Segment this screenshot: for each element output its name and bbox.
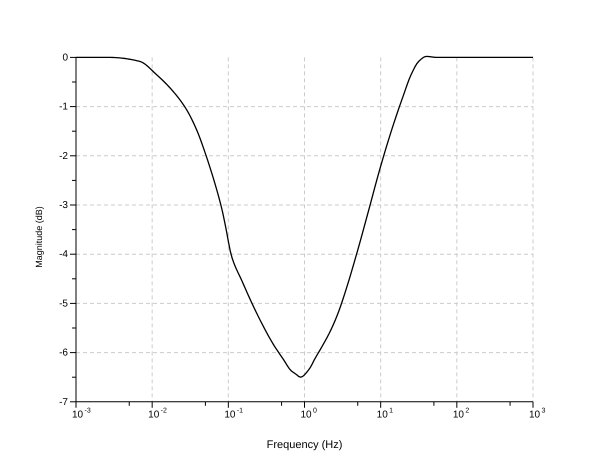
- svg-text:0: 0: [313, 407, 317, 414]
- svg-text:10: 10: [529, 409, 541, 420]
- svg-text:3: 3: [542, 407, 546, 414]
- svg-text:2: 2: [465, 407, 469, 414]
- svg-text:-2: -2: [59, 151, 68, 162]
- svg-text:-5: -5: [59, 298, 68, 309]
- svg-text:Magnitude (dB): Magnitude (dB): [34, 206, 44, 268]
- svg-text:-3: -3: [85, 407, 91, 414]
- svg-text:10: 10: [148, 409, 160, 420]
- svg-text:10: 10: [301, 409, 313, 420]
- svg-text:10: 10: [377, 409, 389, 420]
- svg-text:Frequency (Hz): Frequency (Hz): [267, 439, 343, 451]
- svg-text:10: 10: [453, 409, 465, 420]
- svg-text:10: 10: [224, 409, 236, 420]
- svg-text:0: 0: [62, 52, 68, 63]
- svg-text:-1: -1: [59, 102, 68, 113]
- svg-text:-1: -1: [237, 407, 243, 414]
- svg-text:-7: -7: [59, 397, 68, 408]
- svg-text:1: 1: [389, 407, 393, 414]
- svg-text:-2: -2: [161, 407, 167, 414]
- svg-text:-6: -6: [59, 348, 68, 359]
- svg-text:10: 10: [72, 409, 84, 420]
- svg-text:-3: -3: [59, 200, 68, 211]
- svg-text:-4: -4: [59, 249, 68, 260]
